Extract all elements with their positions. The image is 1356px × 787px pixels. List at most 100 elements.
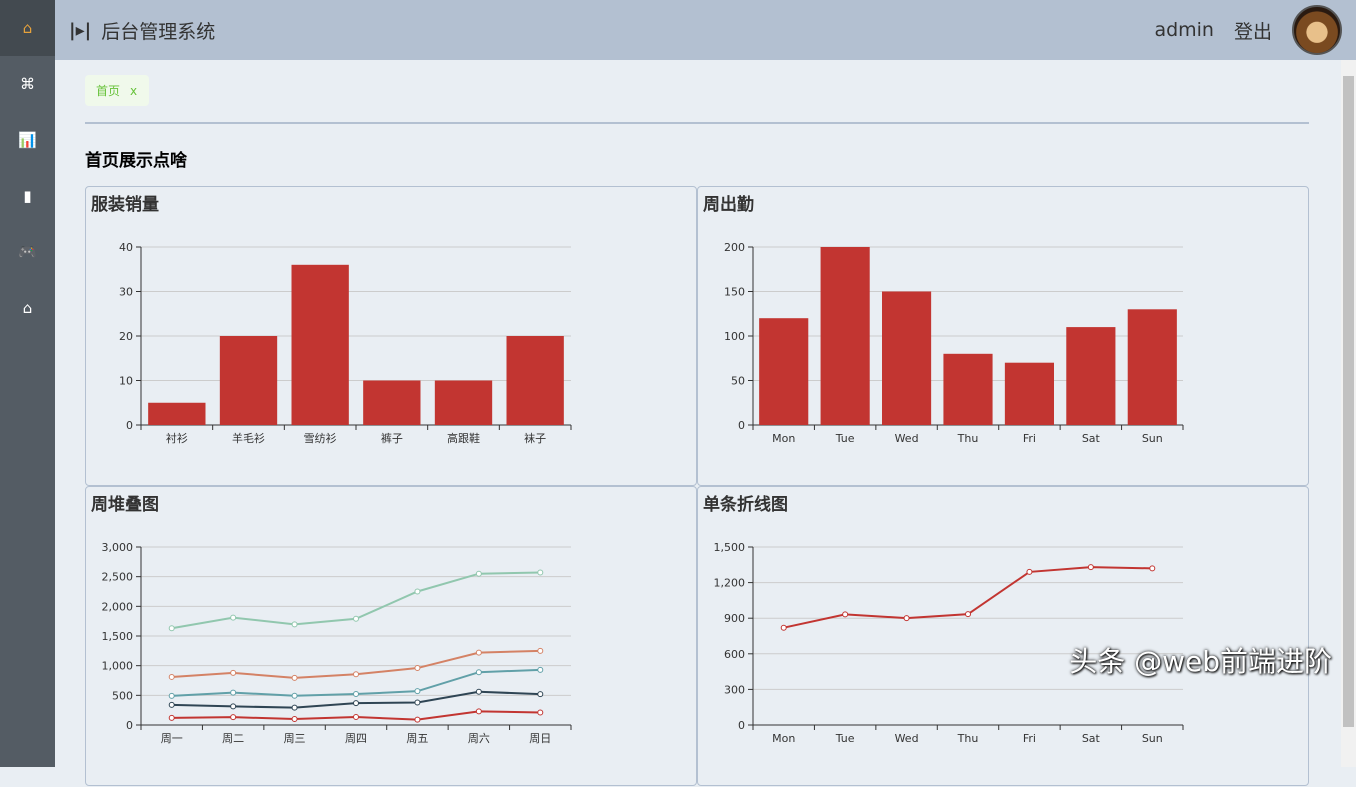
tab-home[interactable]: 首页 x: [85, 75, 149, 106]
bar: [759, 318, 809, 425]
data-point: [353, 691, 359, 698]
sidebar-item-game[interactable]: 🎮: [0, 224, 55, 280]
data-point: [1026, 568, 1033, 575]
y-tick-label: 1,000: [102, 660, 134, 673]
x-tick-label: Fri: [1023, 732, 1036, 745]
y-tick-label: 2,500: [102, 571, 134, 584]
x-tick-label: 周日: [529, 732, 551, 745]
header: |▸| 后台管理系统 admin 登出: [55, 0, 1356, 60]
sidebar-item-home[interactable]: ⌂: [0, 0, 55, 56]
grid-icon: ⌘: [20, 75, 35, 93]
data-point: [537, 709, 544, 716]
x-tick-label: Fri: [1023, 432, 1036, 445]
data-point: [537, 691, 544, 698]
x-tick-label: Sat: [1082, 432, 1101, 445]
data-point: [1149, 565, 1156, 572]
y-tick-label: 300: [724, 683, 745, 696]
data-point: [353, 700, 359, 707]
data-point: [168, 625, 175, 632]
chart-card-line: 单条折线图 0 300 600 900 1,200 1,500 Mon Tue Wed Thu Fri…: [697, 486, 1309, 786]
y-tick-label: 0: [738, 719, 745, 732]
data-point: [230, 689, 237, 696]
username: admin: [1154, 19, 1214, 41]
y-tick-label: 2,000: [102, 600, 134, 613]
line-chart: 0 300 600 900 1,200 1,500 Mon Tue Wed Thu Fri Sat Su…: [714, 541, 1184, 745]
collapse-toggle-icon[interactable]: |▸|: [69, 19, 92, 41]
bar: [1004, 362, 1054, 425]
x-tick-label: Wed: [895, 732, 919, 745]
chart-icon: 📊: [18, 131, 37, 149]
scrollbar[interactable]: [1341, 60, 1356, 767]
bar-chart: 0 10 20 30 40 衬衫 羊毛衫 雪纺衫 裤子 高跟鞋 袜子: [119, 241, 572, 445]
data-point: [414, 688, 421, 695]
data-point: [168, 692, 175, 699]
home-icon: ⌂: [22, 19, 33, 37]
data-point: [168, 714, 175, 721]
data-point: [291, 674, 298, 681]
sidebar-item-home-2[interactable]: ⌂: [0, 280, 55, 336]
x-tick-label: Sat: [1082, 732, 1101, 745]
main-content: 首页 x 首页展示点啥 服装销量 0 10 20 30 40 衬衫 羊毛衫 雪纺衫 裤子 高跟鞋 袜子…: [55, 60, 1341, 786]
chart-title: 单条折线图: [703, 495, 788, 515]
sidebar-item-grid[interactable]: ⌘: [0, 56, 55, 112]
y-tick-label: 3,000: [102, 541, 134, 554]
logout-button[interactable]: 登出: [1233, 20, 1272, 43]
data-point: [965, 611, 971, 618]
x-tick-label: 周二: [222, 732, 244, 745]
x-tick-label: 周三: [284, 732, 306, 745]
y-tick-label: 1,500: [102, 630, 134, 643]
data-point: [291, 692, 298, 699]
y-tick-label: 20: [119, 330, 133, 343]
x-tick-label: 高跟鞋: [447, 431, 480, 445]
data-point: [230, 703, 237, 710]
bar: [943, 353, 993, 425]
avatar[interactable]: [1292, 5, 1342, 55]
y-tick-label: 100: [724, 330, 745, 343]
chart-card-clothing-sales: 服装销量 0 10 20 30 40 衬衫 羊毛衫 雪纺衫 裤子 高跟鞋 袜子: [85, 186, 697, 486]
data-point: [475, 688, 482, 695]
chart-title: 服装销量: [91, 195, 159, 215]
data-point: [537, 666, 544, 673]
data-point: [475, 649, 482, 656]
data-point: [475, 570, 482, 577]
y-tick-label: 40: [119, 241, 133, 254]
x-tick-label: 周一: [161, 732, 183, 745]
data-point: [842, 611, 849, 618]
app-title: 后台管理系统: [101, 20, 216, 43]
x-tick-label: Thu: [957, 432, 979, 445]
page-title: 首页展示点啥: [85, 151, 187, 171]
document-icon: ▮: [23, 187, 32, 205]
bar: [882, 291, 932, 425]
data-point: [1087, 564, 1094, 571]
data-point: [780, 624, 787, 631]
y-tick-label: 200: [724, 241, 745, 254]
tab-close-icon[interactable]: x: [130, 83, 138, 98]
data-point: [230, 714, 237, 721]
data-point: [537, 647, 544, 654]
data-point: [414, 665, 421, 672]
data-point: [353, 615, 359, 622]
x-tick-label: Mon: [772, 432, 795, 445]
data-point: [353, 714, 359, 721]
x-tick-label: Sun: [1142, 432, 1163, 445]
bar: [1066, 327, 1116, 425]
data-point: [903, 615, 910, 622]
y-tick-label: 1,200: [714, 577, 746, 590]
x-tick-label: 周六: [468, 732, 490, 745]
data-point: [291, 704, 298, 711]
bar: [219, 336, 278, 425]
scrollbar-thumb[interactable]: [1343, 76, 1354, 727]
data-point: [168, 673, 175, 680]
data-point: [353, 671, 359, 678]
data-point: [414, 716, 421, 723]
sidebar-item-document[interactable]: ▮: [0, 168, 55, 224]
data-point: [414, 588, 421, 595]
home-icon: ⌂: [22, 299, 33, 317]
bar: [1127, 309, 1177, 425]
bar: [148, 402, 206, 425]
sidebar-item-chart[interactable]: 📊: [0, 112, 55, 168]
sidebar: ⌂ ⌘ 📊 ▮ 🎮 ⌂: [0, 0, 55, 767]
data-point: [291, 716, 298, 723]
y-tick-label: 150: [724, 286, 745, 299]
x-tick-label: 周五: [406, 732, 428, 745]
